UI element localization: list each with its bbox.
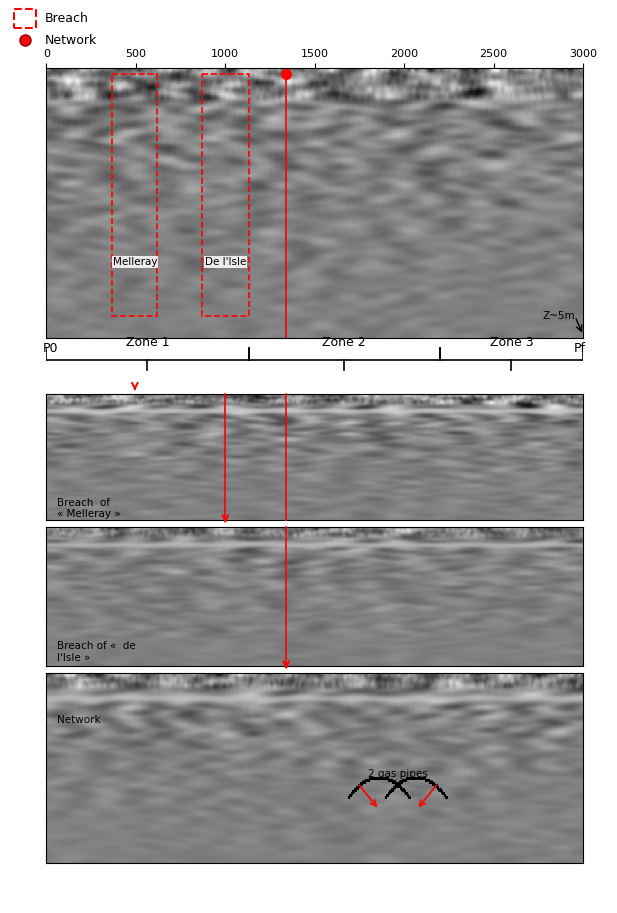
Text: Z~5m: Z~5m bbox=[542, 311, 575, 321]
Text: 2 gas pipes: 2 gas pipes bbox=[368, 770, 428, 779]
Bar bbox=[14, 9, 36, 27]
Bar bbox=[202, 74, 249, 316]
Text: Breach  of
« Melleray »: Breach of « Melleray » bbox=[57, 498, 121, 519]
Text: Network: Network bbox=[44, 34, 97, 47]
Text: Melleray: Melleray bbox=[112, 257, 157, 268]
Text: Zone 1: Zone 1 bbox=[126, 336, 169, 349]
Text: Pf: Pf bbox=[574, 342, 586, 355]
Text: Zone 2: Zone 2 bbox=[322, 336, 366, 349]
Text: Network: Network bbox=[57, 715, 101, 725]
Bar bbox=[112, 74, 157, 316]
Text: Zone 3: Zone 3 bbox=[490, 336, 533, 349]
Text: Breach: Breach bbox=[44, 12, 88, 25]
Text: P0: P0 bbox=[43, 342, 59, 355]
Text: De l'Isle: De l'Isle bbox=[205, 257, 246, 268]
Text: Breach of «  de
l'Isle »: Breach of « de l'Isle » bbox=[57, 641, 136, 663]
